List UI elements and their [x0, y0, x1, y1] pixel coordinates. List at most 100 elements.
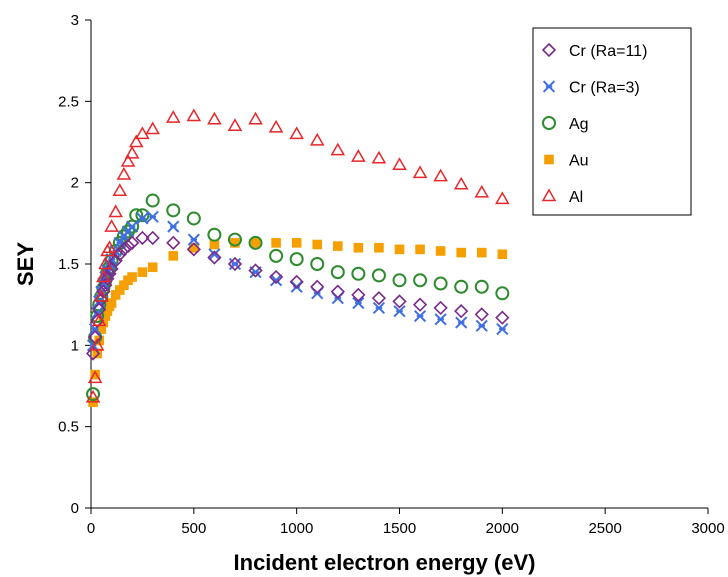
legend-box — [532, 27, 692, 216]
data-point — [228, 257, 242, 271]
data-point — [351, 287, 366, 303]
data-point — [392, 294, 407, 309]
data-point — [207, 111, 222, 125]
data-point — [87, 370, 103, 384]
x-axis-title: Incident electron energy (eV) — [234, 550, 536, 575]
legend-marker — [544, 154, 554, 165]
data-point — [100, 311, 111, 321]
data-point — [371, 268, 386, 283]
legend-label: Al — [569, 189, 583, 206]
data-point — [187, 233, 200, 246]
data-point — [351, 266, 366, 281]
data-point — [496, 322, 509, 336]
data-point — [90, 369, 100, 380]
data-point — [433, 168, 448, 182]
data-point — [453, 176, 469, 190]
data-point — [104, 219, 119, 232]
data-point — [433, 300, 448, 316]
data-point — [434, 313, 447, 326]
x-tick-label: 3000 — [691, 520, 724, 537]
data-point — [227, 256, 243, 272]
data-point — [100, 271, 115, 286]
data-point — [166, 203, 181, 218]
data-point — [456, 247, 466, 258]
x-tick-label: 2000 — [486, 520, 519, 537]
data-point — [495, 286, 510, 301]
data-point — [89, 337, 105, 351]
data-point — [119, 280, 129, 290]
y-tick-label: 2.5 — [58, 93, 79, 110]
data-point — [145, 193, 160, 208]
data-point — [474, 279, 489, 294]
y-tick-label: 0 — [71, 500, 79, 517]
y-tick-label: 3 — [71, 12, 79, 29]
data-point — [135, 208, 150, 223]
y-axis-title: SEY — [13, 242, 38, 286]
legend-label: Cr (Ra=3) — [569, 80, 640, 97]
data-point — [86, 387, 101, 402]
data-point — [110, 290, 121, 300]
data-point — [227, 232, 242, 247]
data-point — [116, 242, 132, 257]
data-point — [330, 284, 345, 299]
data-point — [146, 210, 159, 223]
data-point — [269, 248, 284, 263]
data-point — [209, 239, 220, 250]
data-point — [333, 241, 343, 251]
data-point — [91, 313, 107, 327]
data-point — [454, 279, 469, 294]
data-point — [455, 316, 468, 329]
data-point — [186, 108, 202, 122]
data-point — [413, 273, 428, 288]
data-point — [394, 244, 405, 255]
y-tick-label: 1 — [71, 337, 79, 354]
series-asterisk — [86, 210, 509, 352]
data-point — [475, 319, 488, 332]
data-point — [248, 111, 263, 125]
x-axis: 0 500 1000 1500 2000 2500 3000 — [87, 508, 725, 537]
data-point — [112, 183, 128, 197]
data-point — [120, 238, 136, 254]
x-tick-label: 1000 — [280, 520, 313, 537]
legend-marker — [541, 188, 557, 202]
data-point — [330, 142, 346, 156]
data-point — [165, 110, 181, 123]
data-point — [145, 121, 160, 135]
data-point — [474, 184, 490, 198]
data-point — [96, 269, 111, 283]
data-point — [227, 118, 243, 131]
data-point — [412, 297, 428, 312]
data-point — [135, 230, 150, 246]
data-point — [189, 242, 199, 253]
data-point — [495, 191, 510, 205]
series-triangle — [85, 108, 510, 403]
data-point — [167, 220, 180, 233]
y-tick-label: 1.5 — [58, 256, 79, 273]
data-point — [412, 165, 428, 179]
legend: Cr (Ra=11) Cr (Ra=3) Ag Au Al — [532, 27, 692, 216]
data-point — [351, 149, 366, 162]
y-tick-label: 2 — [71, 175, 79, 192]
data-point — [114, 285, 125, 295]
data-point — [413, 309, 427, 323]
data-point — [137, 267, 148, 277]
data-point — [454, 304, 469, 319]
data-points — [85, 108, 510, 408]
data-point — [374, 242, 384, 253]
data-point — [207, 227, 222, 242]
data-point — [102, 266, 117, 281]
data-point — [98, 256, 113, 270]
data-point — [330, 265, 345, 280]
data-point — [353, 242, 364, 253]
data-point — [102, 240, 117, 253]
data-point — [85, 389, 101, 403]
data-point — [309, 132, 325, 146]
series-square — [88, 238, 508, 408]
data-point — [271, 238, 281, 248]
data-point — [125, 235, 140, 250]
data-point — [476, 247, 487, 258]
data-point — [312, 239, 323, 250]
data-point — [371, 150, 387, 164]
data-point — [93, 289, 109, 302]
data-point — [352, 296, 365, 310]
